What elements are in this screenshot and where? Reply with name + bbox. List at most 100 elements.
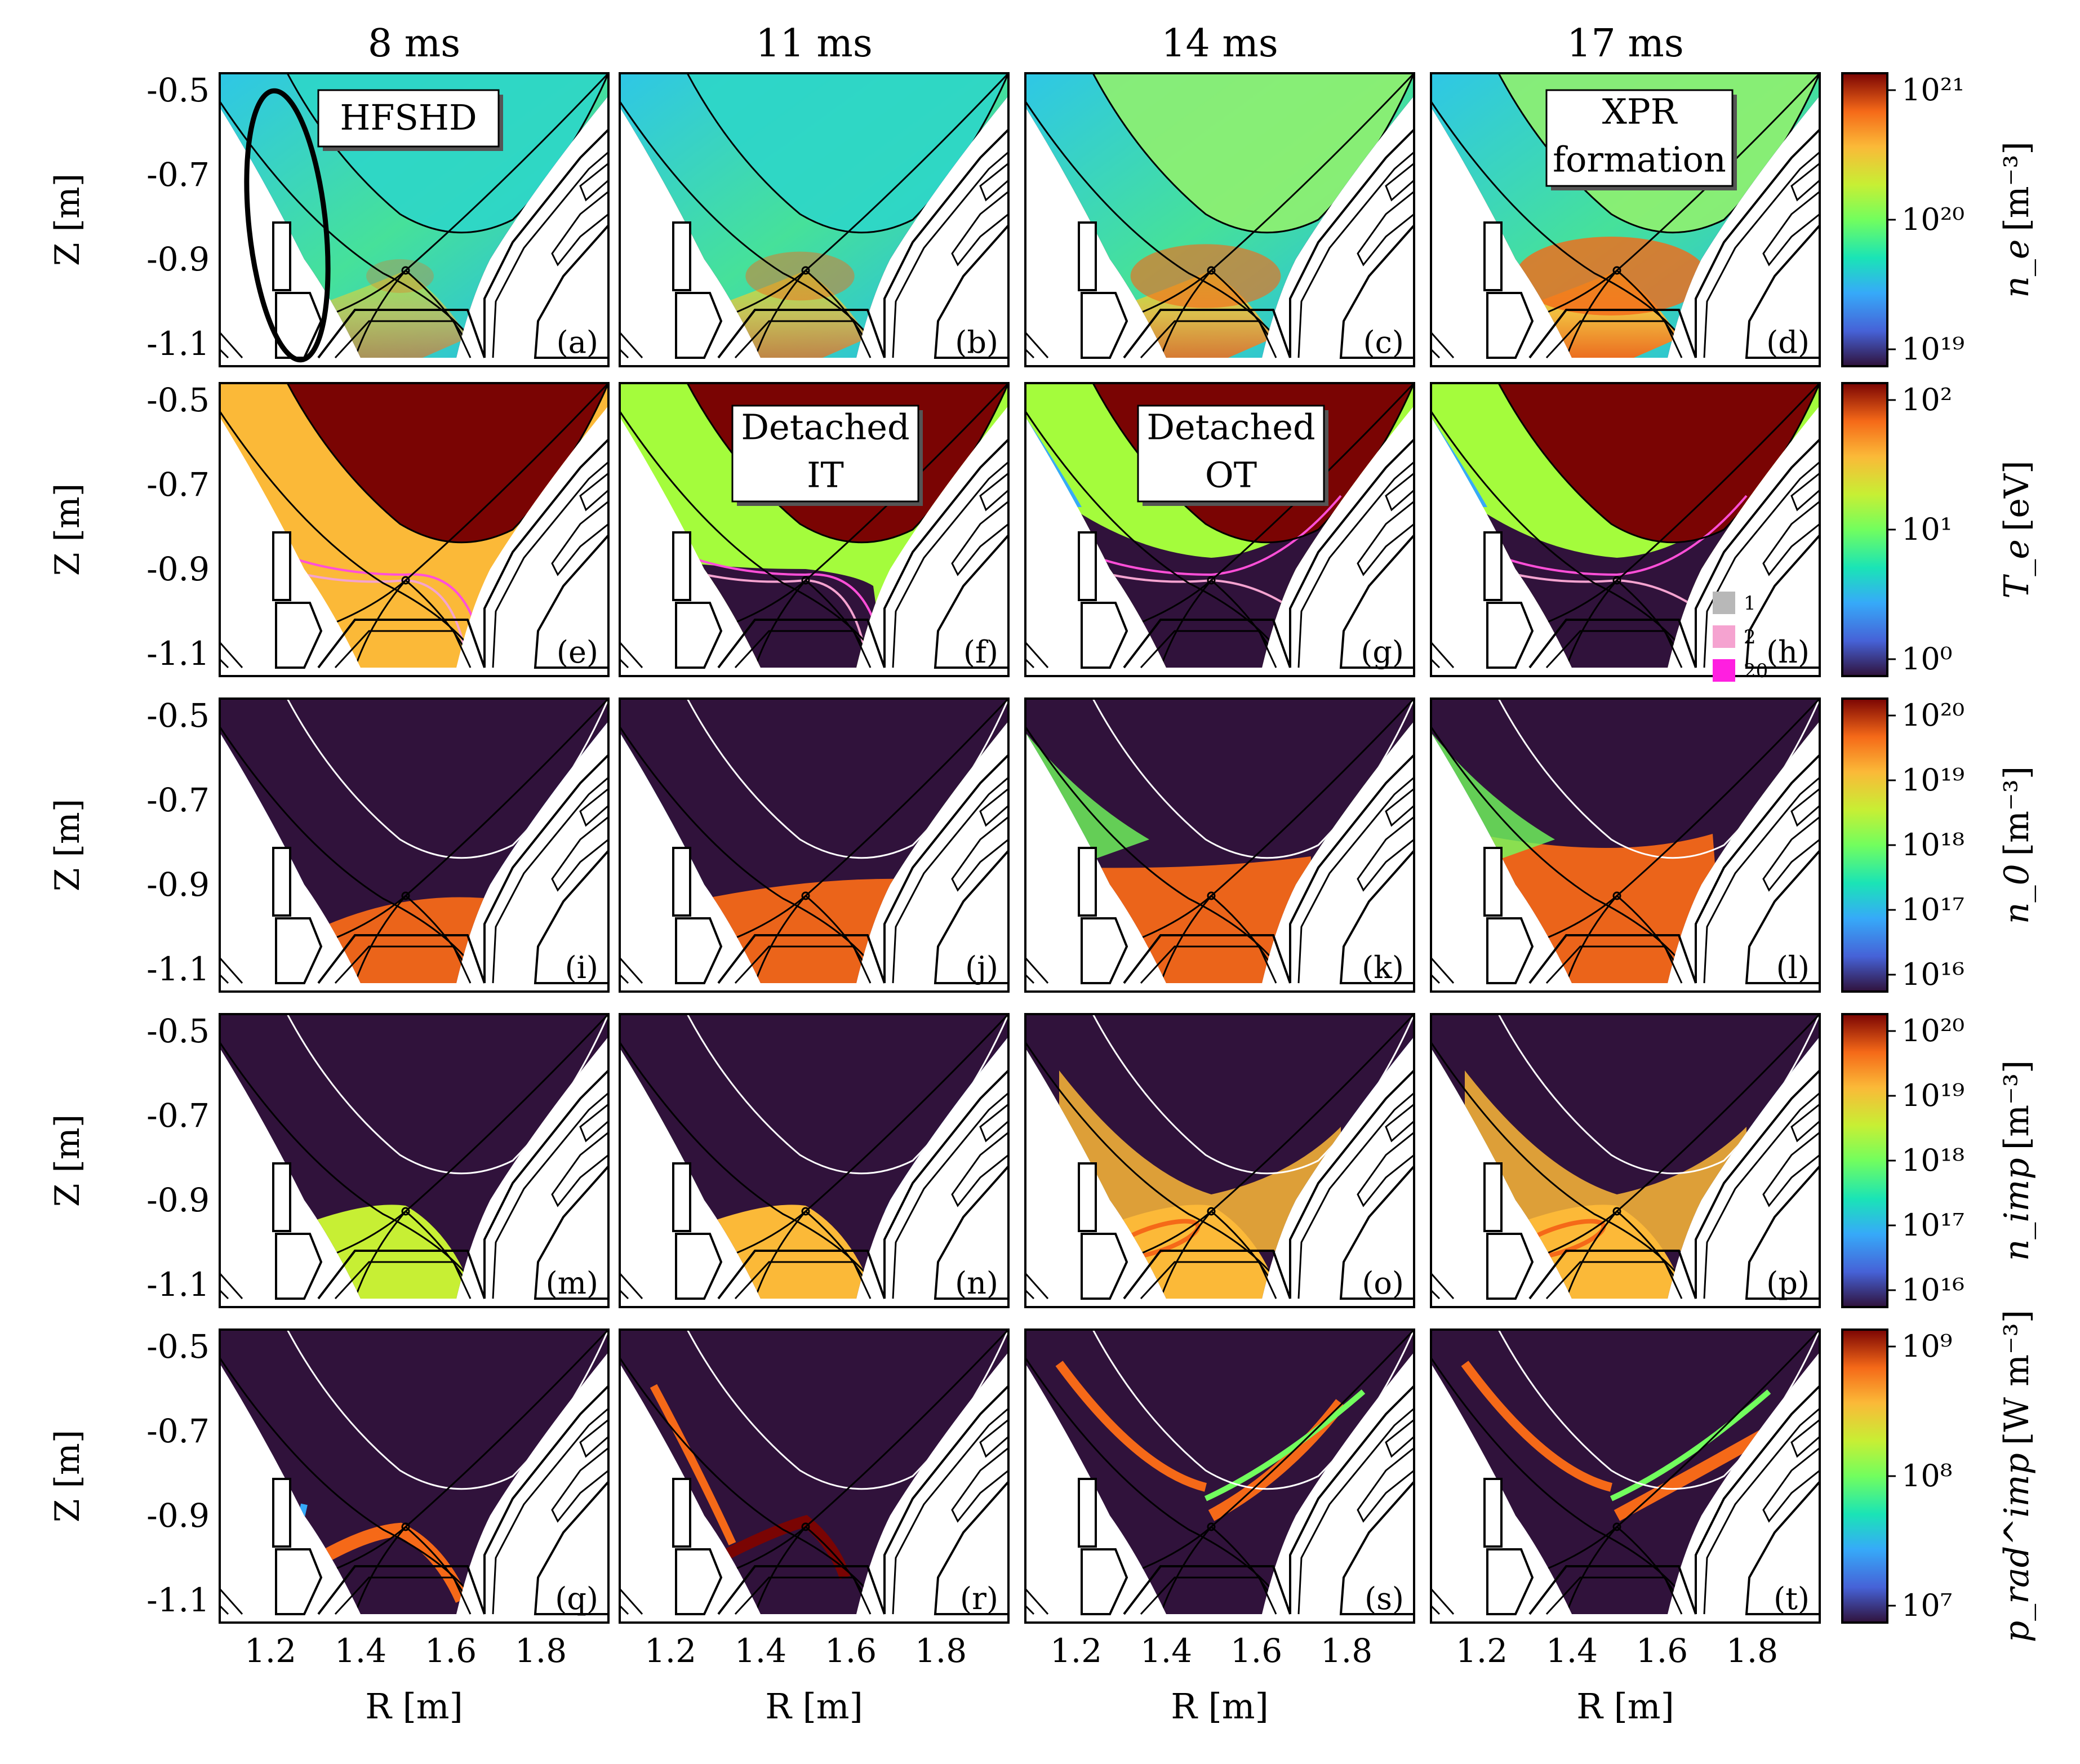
svg-text:Detached: Detached xyxy=(741,407,909,448)
colorbar-0 xyxy=(1841,72,1888,367)
panel-label: (p) xyxy=(1766,1265,1810,1301)
y-tick-label: -0.9 xyxy=(146,865,210,904)
y-tick-label: -1.1 xyxy=(146,1581,210,1619)
panel-p: (p) xyxy=(1430,1013,1821,1308)
y-tick-label: -0.5 xyxy=(146,71,210,109)
panel-label: (j) xyxy=(965,950,998,985)
colorbar-tick: 10⁹ xyxy=(1901,1328,1952,1364)
y-tick-label: -0.9 xyxy=(146,1181,210,1219)
column-header-2: 14 ms xyxy=(1161,21,1278,66)
colorbar-quantity-2: n_0[m⁻³] xyxy=(1997,766,2037,924)
panel-label: (h) xyxy=(1766,634,1810,670)
panel-k: (k) xyxy=(1024,697,1415,993)
x-tick-label: 1.8 xyxy=(515,1632,567,1670)
x-tick-label: 1.6 xyxy=(425,1632,477,1670)
panel-label: (n) xyxy=(955,1265,998,1301)
colorbar-tick: 10² xyxy=(1901,382,1952,417)
colorbar-tick: 10¹⁸ xyxy=(1901,827,1965,863)
legend-entry: 2 xyxy=(1744,626,1756,648)
colorbar-tick: 10¹⁹ xyxy=(1901,762,1965,798)
colorbar-tick: 10¹⁶ xyxy=(1901,1272,1965,1308)
x-tick-label: 1.4 xyxy=(1140,1632,1192,1670)
panel-label: (k) xyxy=(1362,950,1404,985)
x-tick-label: 1.6 xyxy=(1230,1632,1282,1670)
panel-c: (c) xyxy=(1024,72,1415,367)
y-tick-label: -1.1 xyxy=(146,1265,210,1304)
colorbar-tick: 10²⁰ xyxy=(1901,202,1965,237)
colorbar-tick: 10¹⁶ xyxy=(1901,957,1965,992)
hfshd-box: HFSHD xyxy=(317,89,503,151)
x-axis-label: R [m] xyxy=(1576,1686,1674,1727)
colorbar-tick: 10¹⁷ xyxy=(1901,1207,1965,1243)
legend-entry: 1 xyxy=(1744,592,1756,615)
panel-label: (o) xyxy=(1362,1265,1404,1301)
colorbar-tick: 10¹⁷ xyxy=(1901,892,1965,927)
panel-label: (m) xyxy=(546,1265,598,1301)
svg-text:Detached: Detached xyxy=(1146,407,1315,448)
y-axis-label: Z [m] xyxy=(48,174,87,266)
y-tick-label: -0.9 xyxy=(146,240,210,278)
panel-o: (o) xyxy=(1024,1013,1415,1308)
panel-label: (e) xyxy=(557,634,598,670)
y-tick-label: -0.7 xyxy=(146,781,210,819)
panel-j: (j) xyxy=(619,697,1010,993)
legend-entry: 20 xyxy=(1744,660,1768,682)
colorbar-tick: 10⁷ xyxy=(1901,1588,1952,1623)
y-axis-label: Z [m] xyxy=(48,1430,87,1522)
panel-label: (t) xyxy=(1774,1581,1810,1616)
colorbar-quantity-4: p_rad^imp[W m⁻³] xyxy=(1997,1310,2037,1642)
panel-q: (q) xyxy=(219,1328,610,1624)
colorbar-tick: 10²⁰ xyxy=(1901,697,1965,733)
panel-m: (m) xyxy=(219,1013,610,1308)
colorbar-4 xyxy=(1841,1328,1888,1624)
colorbar-2 xyxy=(1841,697,1888,993)
panel-t: (t) xyxy=(1430,1328,1821,1624)
y-axis-label: Z [m] xyxy=(48,799,87,891)
colorbar-tick: 10¹ xyxy=(1901,512,1952,547)
svg-text:HFSHD: HFSHD xyxy=(340,97,477,138)
detached-ot-box: Detached OT xyxy=(1137,405,1328,506)
colorbar-tick: 10⁸ xyxy=(1901,1458,1952,1494)
panel-label: (d) xyxy=(1766,325,1810,360)
panel-n: (n) xyxy=(619,1013,1010,1308)
xpr-box: XPR formation xyxy=(1545,89,1737,190)
y-tick-label: -0.7 xyxy=(146,1412,210,1450)
y-tick-label: -0.9 xyxy=(146,1496,210,1535)
x-axis-label: R [m] xyxy=(1171,1686,1269,1727)
svg-text:formation: formation xyxy=(1553,139,1726,180)
y-tick-label: -1.1 xyxy=(146,950,210,988)
detached-it-box: Detached IT xyxy=(731,405,923,506)
y-tick-label: -0.7 xyxy=(146,1096,210,1135)
y-axis-label: Z [m] xyxy=(48,483,87,576)
panel-label: (f) xyxy=(963,634,998,670)
x-tick-label: 1.8 xyxy=(1726,1632,1778,1670)
x-tick-label: 1.2 xyxy=(1456,1632,1508,1670)
panel-label: (q) xyxy=(555,1581,598,1616)
column-header-0: 8 ms xyxy=(368,21,460,66)
colorbar-3 xyxy=(1841,1013,1888,1308)
hfshd-ellipse xyxy=(244,88,331,363)
panel-label: (g) xyxy=(1361,634,1404,670)
panel-s: (s) xyxy=(1024,1328,1415,1624)
y-tick-label: -0.5 xyxy=(146,696,210,735)
x-tick-label: 1.8 xyxy=(1321,1632,1372,1670)
column-header-3: 17 ms xyxy=(1567,21,1684,66)
x-tick-label: 1.4 xyxy=(1546,1632,1598,1670)
colorbar-tick: 10¹⁹ xyxy=(1901,1078,1965,1113)
x-tick-label: 1.4 xyxy=(735,1632,786,1670)
colorbar-quantity-1: T_e[eV] xyxy=(1997,460,2037,598)
colorbar-tick: 10²¹ xyxy=(1901,72,1965,108)
x-tick-label: 1.6 xyxy=(825,1632,877,1670)
y-tick-label: -0.7 xyxy=(146,155,210,194)
te-contour-legend: 1 2 20 xyxy=(1713,592,1768,682)
panel-label: (c) xyxy=(1363,325,1404,360)
y-tick-label: -0.5 xyxy=(146,1012,210,1050)
x-axis-label: R [m] xyxy=(765,1686,863,1727)
colorbar-tick: 10⁰ xyxy=(1901,641,1952,677)
panel-i: (i) xyxy=(219,697,610,993)
y-tick-label: -0.9 xyxy=(146,550,210,588)
y-tick-label: -0.7 xyxy=(146,465,210,504)
panel-label: (a) xyxy=(557,325,598,360)
x-axis-label: R [m] xyxy=(365,1686,463,1727)
